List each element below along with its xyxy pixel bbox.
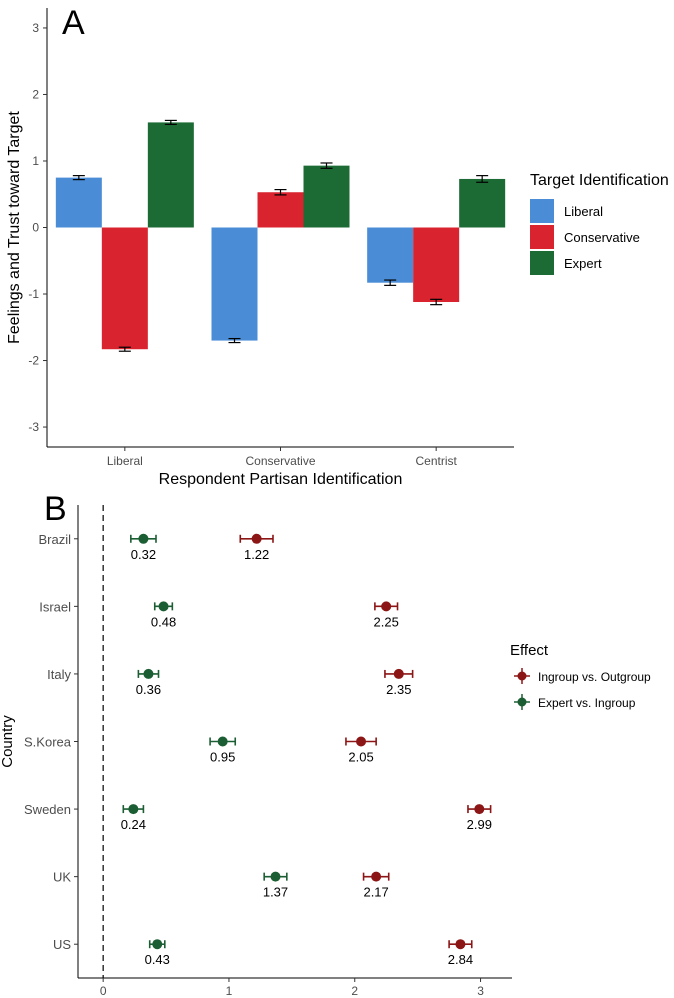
y-tick-label-uk: UK (53, 870, 71, 885)
y-tick-label: 3 (32, 21, 39, 35)
y-tick-label: 2 (32, 87, 39, 101)
y-axis-title: Country (0, 715, 16, 768)
point-s-korea-expert-vs-ingroup (217, 736, 228, 747)
point-us-ingroup-vs-outgroup (455, 939, 466, 950)
y-tick-label-sweden: Sweden (24, 802, 71, 817)
point-s-korea-ingroup-vs-outgroup (356, 736, 367, 747)
data-label-us-expert-vs-ingroup: 0.43 (145, 952, 170, 967)
point-italy-ingroup-vs-outgroup (393, 668, 404, 679)
legend-title: Effect (510, 642, 549, 659)
x-tick-label: 0 (100, 984, 107, 998)
data-label-uk-ingroup-vs-outgroup: 2.17 (363, 885, 388, 900)
x-tick-label-centrist: Centrist (415, 454, 457, 468)
point-uk-ingroup-vs-outgroup (371, 871, 382, 882)
bar-liberal-expert (147, 122, 194, 228)
data-label-italy-ingroup-vs-outgroup: 2.35 (386, 682, 411, 697)
bar-centrist-conservative (413, 227, 460, 302)
bar-centrist-expert (459, 178, 506, 228)
point-uk-expert-vs-ingroup (270, 871, 281, 882)
x-tick-label: 1 (226, 984, 233, 998)
x-tick-label: 3 (477, 984, 484, 998)
y-tick-label-italy: Italy (47, 667, 71, 682)
point-brazil-expert-vs-ingroup (138, 533, 149, 544)
point-israel-expert-vs-ingroup (158, 601, 169, 612)
x-tick-label-liberal: Liberal (107, 454, 143, 468)
legend-key-liberal (530, 199, 554, 223)
legend-label-liberal: Liberal (564, 204, 603, 219)
point-brazil-ingroup-vs-outgroup (251, 533, 262, 544)
data-label-sweden-ingroup-vs-outgroup: 2.99 (467, 817, 492, 832)
y-tick-label-s-korea: S.Korea (24, 735, 72, 750)
data-label-sweden-expert-vs-ingroup: 0.24 (121, 817, 146, 832)
panel-b: B 0 1 2 3 Brazil Israel Italy S.Korea Sweden UK US… (0, 490, 651, 998)
y-tick-label-israel: Israel (39, 599, 71, 614)
point-sweden-expert-vs-ingroup (128, 804, 139, 815)
y-tick-label-us: US (53, 937, 71, 952)
legend-key-expert-vs-ingroup (517, 697, 527, 707)
legend-label-expert: Expert (564, 256, 602, 271)
y-tick-label-brazil: Brazil (38, 532, 71, 547)
bar-centrist-liberal (367, 227, 414, 283)
y-axis-title: Feelings and Trust toward Target (6, 111, 23, 344)
bar-conservative-expert (303, 165, 350, 228)
data-label-uk-expert-vs-ingroup: 1.37 (263, 885, 288, 900)
data-label-brazil-ingroup-vs-outgroup: 1.22 (244, 547, 269, 562)
x-tick-label: 2 (351, 984, 358, 998)
legend-key-expert (530, 251, 554, 275)
panel-b-letter: B (44, 490, 67, 528)
legend-label-expert-vs-ingroup: Expert vs. Ingroup (538, 696, 636, 710)
data-label-s-korea-expert-vs-ingroup: 0.95 (210, 750, 235, 765)
point-israel-ingroup-vs-outgroup (381, 601, 392, 612)
data-label-israel-ingroup-vs-outgroup: 2.25 (374, 614, 399, 629)
legend-key-conservative (530, 225, 554, 249)
legend-label-ingroup-vs-outgroup: Ingroup vs. Outgroup (538, 670, 651, 684)
legend-label-conservative: Conservative (564, 230, 640, 245)
bar-liberal-liberal (55, 177, 102, 228)
bar-conservative-liberal (211, 227, 258, 341)
legend-title: Target Identification (530, 172, 669, 189)
bar-liberal-conservative (101, 227, 148, 350)
data-label-israel-expert-vs-ingroup: 0.48 (151, 614, 176, 629)
x-tick-label-conservative: Conservative (245, 454, 315, 468)
y-tick-label: 0 (32, 221, 39, 235)
data-label-s-korea-ingroup-vs-outgroup: 2.05 (348, 750, 373, 765)
bar-conservative-conservative (257, 192, 304, 228)
panel-a: A -3 -2 -1 0 1 2 3 Liberal Conservative Centrist R… (6, 4, 669, 488)
y-tick-label: 1 (32, 154, 39, 168)
data-label-us-ingroup-vs-outgroup: 2.84 (448, 952, 473, 967)
legend-key-ingroup-vs-outgroup (517, 671, 527, 681)
data-label-brazil-expert-vs-ingroup: 0.32 (131, 547, 156, 562)
point-us-expert-vs-ingroup (152, 939, 163, 950)
y-tick-label: -2 (28, 354, 39, 368)
data-label-italy-expert-vs-ingroup: 0.36 (136, 682, 161, 697)
panel-a-letter: A (62, 4, 85, 42)
point-sweden-ingroup-vs-outgroup (474, 804, 485, 815)
point-italy-expert-vs-ingroup (143, 668, 154, 679)
y-tick-label: -3 (28, 420, 39, 434)
x-axis-title: Respondent Partisan Identification (159, 471, 403, 488)
y-tick-label: -1 (28, 287, 39, 301)
